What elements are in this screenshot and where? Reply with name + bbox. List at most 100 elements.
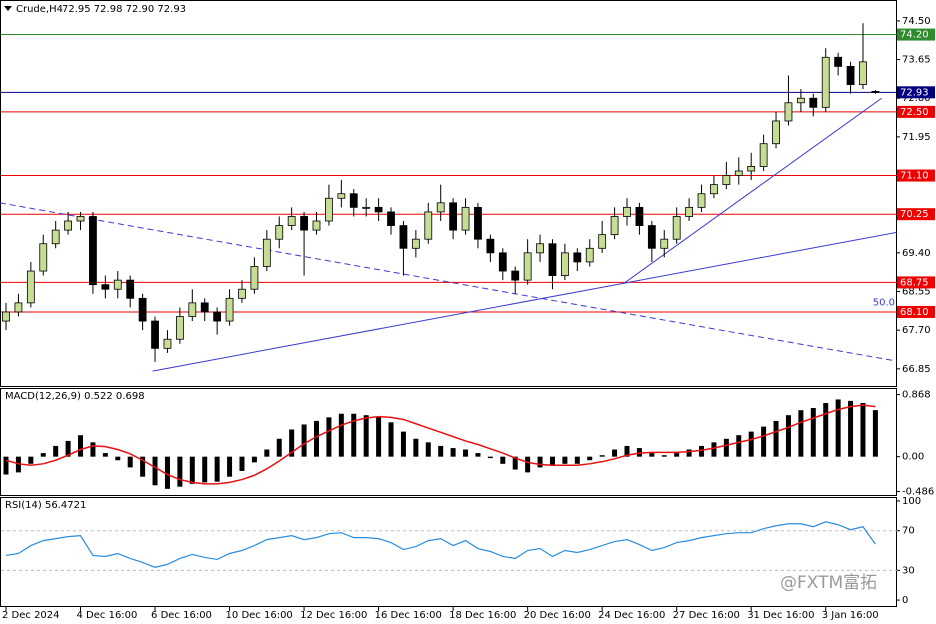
candle-body — [536, 243, 544, 254]
candle-body — [859, 61, 867, 85]
candle-body — [300, 216, 308, 231]
macd-bar — [835, 399, 841, 457]
candle-body — [325, 197, 333, 222]
candle-body — [561, 252, 569, 276]
price-level-box — [897, 105, 935, 118]
candle-body — [685, 206, 693, 217]
macd-bar — [276, 438, 282, 457]
macd-bar — [587, 456, 593, 461]
macd-bar — [227, 456, 233, 477]
y-tick-label: 69.40 — [902, 248, 931, 259]
candle-body — [89, 216, 97, 286]
macd-bar — [102, 453, 108, 457]
macd-bar — [848, 400, 854, 457]
macd-bar — [599, 455, 605, 457]
macd-bar — [612, 449, 618, 457]
candle-body — [14, 302, 23, 313]
candle-body — [710, 184, 718, 195]
x-tick-label: 4 Dec 16:00 — [77, 610, 138, 621]
candle-body — [387, 211, 395, 226]
candle-body — [225, 297, 234, 322]
macd-bar — [649, 453, 655, 457]
macd-title: MACD(12,26,9) 0.522 0.698 — [5, 391, 145, 402]
macd-bar — [65, 440, 71, 457]
candle-body — [697, 193, 706, 208]
macd-bar — [438, 445, 444, 457]
y-tick-label: 0.00 — [902, 452, 924, 463]
macd-bar — [202, 456, 208, 483]
macd-bar — [140, 456, 146, 477]
candle-body — [26, 270, 35, 304]
candle-body — [374, 206, 383, 213]
candle-body — [821, 56, 830, 108]
y-tick-label: 72.80 — [902, 93, 931, 104]
trendline — [0, 202, 897, 362]
macd-bar — [338, 413, 344, 457]
macd-bar — [562, 456, 568, 464]
macd-bar — [785, 415, 791, 457]
y-tick-label: 66.85 — [902, 364, 931, 375]
macd-bar — [40, 453, 46, 457]
x-tick-label: 2 Dec 2024 — [2, 610, 60, 621]
y-tick-label: 74.50 — [902, 16, 931, 27]
macd-bar — [475, 453, 481, 457]
price-level-label: 72.50 — [900, 107, 929, 118]
candle-body — [238, 288, 246, 299]
macd-bar — [301, 424, 307, 457]
macd-bar — [487, 456, 493, 459]
candle-body — [623, 206, 631, 217]
price-panel — [0, 0, 897, 387]
macd-bar — [798, 410, 804, 457]
price-level-box — [897, 28, 935, 41]
x-tick-label: 6 Dec 16:00 — [151, 610, 212, 621]
candle-body — [113, 279, 122, 290]
rsi-line — [5, 521, 876, 568]
price-level-label: 68.10 — [900, 307, 929, 318]
candle-body — [834, 56, 843, 67]
macd-bar — [3, 456, 9, 475]
macd-bar — [53, 445, 59, 457]
price-level-label: 72.93 — [900, 87, 929, 98]
macd-bar — [189, 456, 195, 484]
macd-bar — [549, 456, 555, 466]
x-tick-label: 24 Dec 16:00 — [598, 610, 665, 621]
candle-body — [759, 143, 768, 167]
candle-body — [796, 97, 805, 104]
candle-body — [635, 206, 644, 226]
candle-body — [213, 311, 222, 322]
y-tick-label: -0.486 — [902, 486, 934, 497]
candle-body — [399, 225, 408, 249]
macd-bar — [699, 445, 705, 457]
candle-body — [511, 270, 520, 281]
candle-body — [262, 238, 271, 267]
candle-body — [126, 279, 135, 299]
candle-body — [138, 297, 147, 322]
macd-bar — [500, 456, 506, 464]
macd-bar — [363, 415, 369, 457]
macd-bar — [264, 449, 270, 457]
macd-bar — [463, 449, 469, 457]
candle-body — [51, 229, 60, 245]
candle-body — [39, 243, 48, 272]
macd-bar — [823, 403, 829, 457]
y-tick-label: 30 — [902, 565, 915, 576]
macd-bar — [537, 456, 543, 468]
macd-bar — [525, 456, 531, 473]
macd-bar — [164, 456, 170, 489]
macd-bar — [351, 413, 357, 457]
candle-body — [64, 220, 72, 231]
macd-bar — [289, 429, 295, 457]
macd-bar — [388, 422, 394, 457]
macd-bar — [736, 435, 742, 457]
rsi-title: RSI(14) 56.4721 — [5, 500, 86, 511]
candle-body — [474, 206, 482, 240]
macd-bar — [239, 456, 245, 471]
macd-bar — [748, 431, 754, 457]
candle-body — [151, 320, 159, 349]
macd-bar — [512, 456, 518, 470]
candle-body — [337, 193, 346, 199]
x-tick-label: 31 Dec 16:00 — [747, 610, 814, 621]
macd-bar — [872, 410, 878, 457]
macd-bar — [711, 442, 717, 457]
candle-body — [163, 338, 172, 349]
